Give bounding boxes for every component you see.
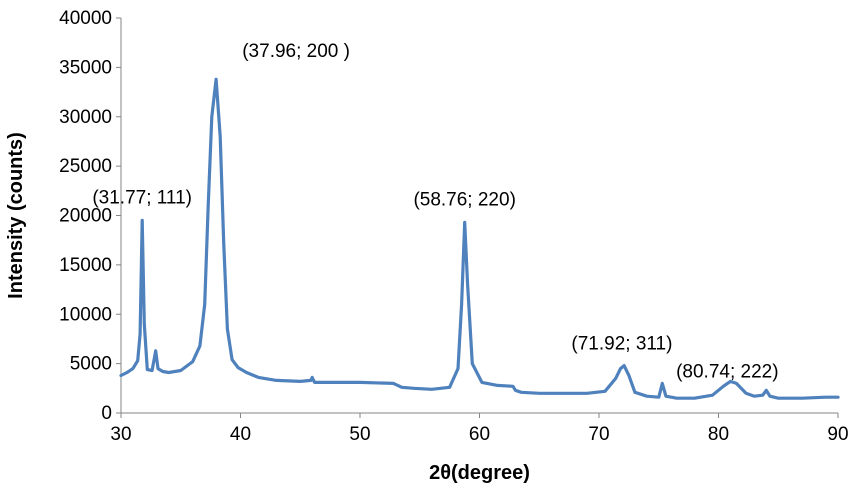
x-tick-label: 90 <box>827 424 848 445</box>
x-axis: 30 40 50 60 70 80 90 <box>110 412 849 445</box>
y-tick-label: 35000 <box>59 57 112 78</box>
x-tick-label: 80 <box>708 424 729 445</box>
y-tick-label: 15000 <box>59 255 112 276</box>
y-tick-label: 10000 <box>59 304 112 325</box>
y-tick-label: 25000 <box>59 156 112 177</box>
x-tick-label: 70 <box>588 424 609 445</box>
x-axis-title: 2θ(degree) <box>429 462 530 484</box>
peak-annotation: (80.74; 222) <box>676 361 778 382</box>
peak-annotation: (37.96; 200 ) <box>242 41 350 62</box>
y-axis: 0 5000 10000 15000 20000 25000 30000 35000 40000 <box>59 8 122 424</box>
y-axis-title: Intensity (counts) <box>5 132 27 299</box>
y-tick-label: 30000 <box>59 107 112 128</box>
x-tick-label: 40 <box>230 424 251 445</box>
annotation-layer: (31.77; 111) (37.96; 200 ) (58.76; 220) (71… <box>92 41 778 382</box>
peak-annotation: (58.76; 220) <box>413 189 515 210</box>
xrd-series-line <box>119 77 840 400</box>
y-tick-label: 5000 <box>70 354 112 375</box>
y-tick-label: 0 <box>101 403 112 424</box>
x-tick-label: 50 <box>349 424 370 445</box>
y-tick-label: 20000 <box>59 206 112 227</box>
peak-annotation: (31.77; 111) <box>92 187 192 208</box>
peak-annotation: (71.92; 311) <box>571 334 672 355</box>
series-layer <box>119 77 840 400</box>
x-tick-label: 60 <box>469 424 490 445</box>
x-tick-label: 30 <box>110 424 131 445</box>
y-tick-label: 40000 <box>59 8 112 29</box>
